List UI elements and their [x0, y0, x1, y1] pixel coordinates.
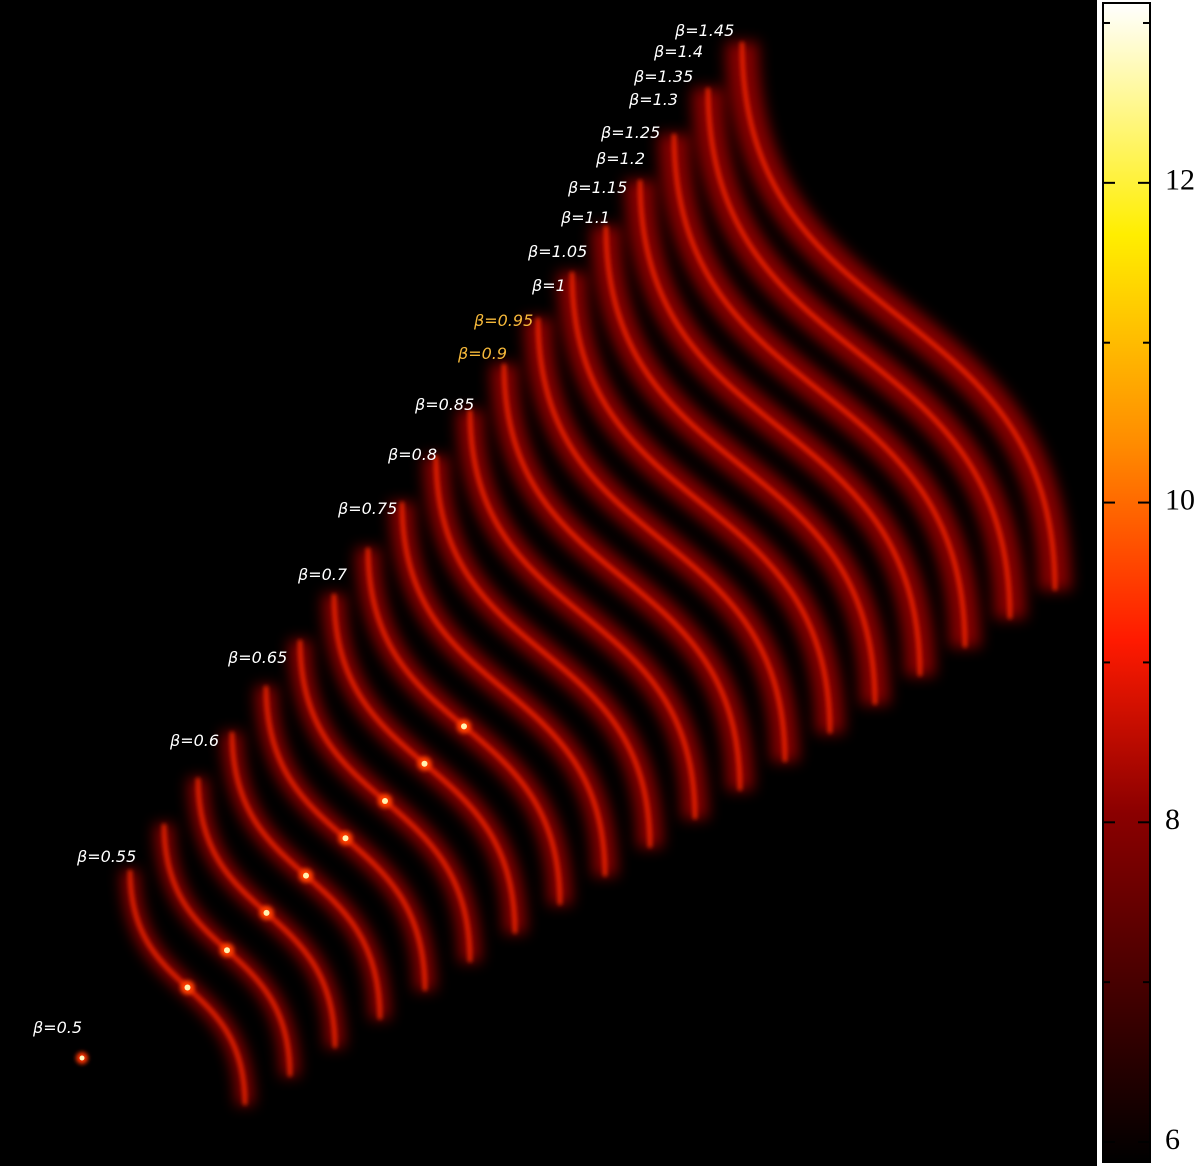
stream-label: β=1.35 [633, 67, 693, 86]
stream-label: β=1.2 [595, 149, 645, 168]
stream-label: β=1.15 [567, 178, 627, 197]
labels: β=0.5 β=0.55 β=0.6 β=0.65 β=0.7 β=0.75 β=0.8 β=… [32, 21, 734, 1037]
stream-label: β=0.75 [337, 499, 397, 518]
streams [76, 41, 1072, 1106]
stream-label: β=0.55 [76, 847, 136, 866]
stream-core [382, 798, 388, 804]
stream-label: β=0.65 [227, 648, 287, 667]
stream [468, 409, 697, 820]
stream-core [461, 723, 467, 730]
stream-core [224, 947, 230, 954]
stream-label: β=0.95 [473, 311, 533, 330]
stream-label: β=0.5 [32, 1018, 82, 1037]
stream-core [263, 909, 270, 916]
stream-label: β=0.6 [169, 731, 219, 750]
stream-core [184, 984, 191, 991]
stream-core [303, 872, 309, 879]
stream [434, 455, 652, 848]
stream-label: β=0.8 [387, 445, 437, 464]
colorbar-tick-label: 10 [1165, 483, 1195, 516]
stream-label: β=0.7 [297, 565, 348, 584]
stream-core [421, 760, 428, 767]
stream [672, 133, 967, 648]
stream-label: β=1.05 [527, 242, 587, 261]
stream-label: β=0.85 [414, 395, 474, 414]
stream-core [79, 1055, 85, 1061]
colorbar-ticks: 6 8 10 12 [1103, 21, 1195, 1156]
colorbar-tick-label: 8 [1165, 803, 1180, 836]
stream-core [342, 835, 349, 842]
colorbar-tick-label: 12 [1165, 164, 1195, 197]
stream [502, 363, 742, 791]
colorbar [1102, 2, 1151, 1163]
stream-label: β=1.3 [628, 90, 678, 109]
stream-label: β=0.9 [457, 344, 507, 363]
stream [740, 41, 1057, 591]
stream [400, 501, 607, 877]
stream [604, 225, 877, 705]
stream [570, 271, 832, 734]
stream [638, 179, 922, 677]
stream [706, 87, 1012, 619]
stream-label: β=1 [531, 276, 566, 295]
stream-label: β=1.4 [653, 42, 703, 61]
stream-label: β=1.1 [560, 208, 610, 227]
stream [536, 317, 787, 762]
colorbar-tick-label: 6 [1165, 1123, 1180, 1156]
stream-label: β=1.25 [600, 123, 660, 142]
stream-label: β=1.45 [674, 21, 734, 40]
